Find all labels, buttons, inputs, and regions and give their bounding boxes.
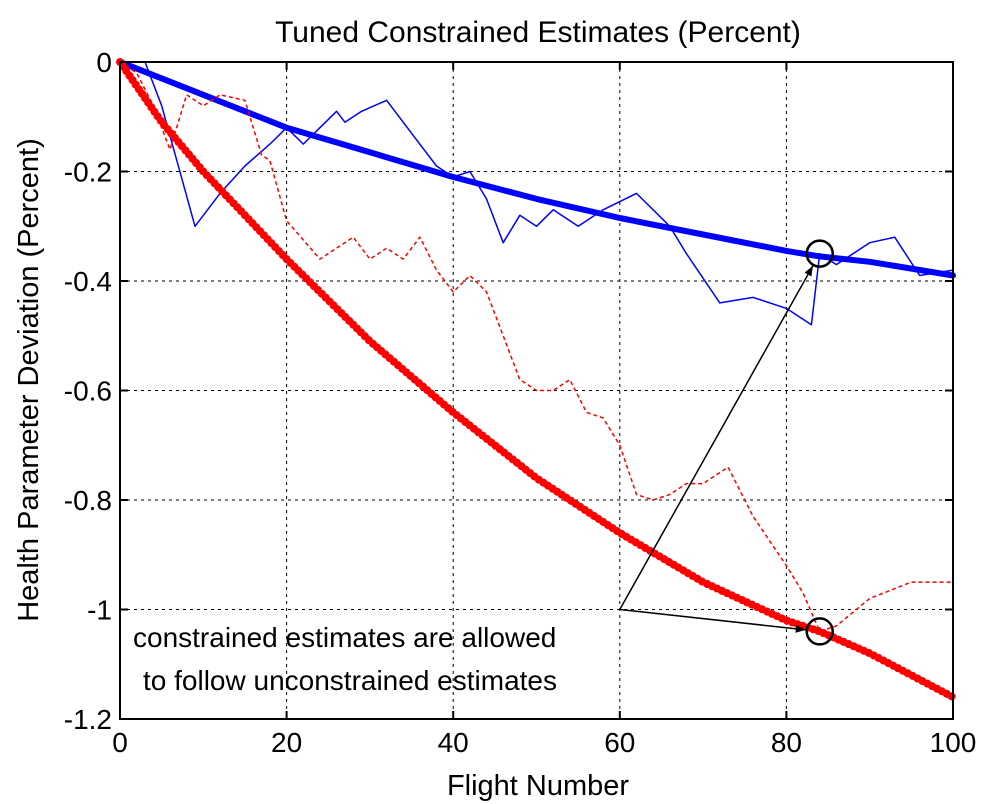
x-axis-label: Flight Number	[447, 770, 629, 802]
y-axis-label: Health Parameter Deviation (Percent)	[13, 138, 45, 622]
y-tick-label: -0.6	[64, 376, 112, 407]
series-line-0	[117, 59, 956, 279]
annotation-line-2: to follow unconstrained estimates	[143, 665, 557, 696]
x-tick-label: 100	[930, 727, 977, 758]
series-line-3	[119, 61, 953, 633]
y-tick-label: 0	[96, 47, 112, 78]
x-tick-label: 80	[771, 727, 802, 758]
y-tick-label: -1	[87, 595, 112, 626]
y-tick-label: -0.8	[64, 485, 112, 516]
annotation-arrow-1	[619, 608, 806, 633]
annotation-arrow-0	[619, 265, 814, 610]
ticks: 0 20 40 60 80 100 0 -0.2 -0.4 -0.6 -0.8 -1 -1.2	[64, 47, 977, 758]
y-tick-label: -0.4	[64, 266, 112, 297]
x-tick-label: 20	[271, 727, 302, 758]
chart-title: Tuned Constrained Estimates (Percent)	[275, 16, 801, 49]
series-line-1	[120, 61, 954, 326]
y-tick-label: -0.2	[64, 157, 112, 188]
annotation-line-1: constrained estimates are allowed	[133, 622, 556, 653]
annotation-layer	[619, 239, 834, 646]
y-tick-label: -1.2	[64, 704, 112, 735]
x-tick-label: 40	[438, 727, 469, 758]
x-tick-label: 0	[112, 727, 128, 758]
x-tick-label: 60	[604, 727, 635, 758]
annotation-circle-1	[805, 617, 834, 646]
series-line-2	[116, 58, 957, 702]
annotation-circle-0	[805, 239, 834, 268]
series-layer	[116, 58, 957, 702]
